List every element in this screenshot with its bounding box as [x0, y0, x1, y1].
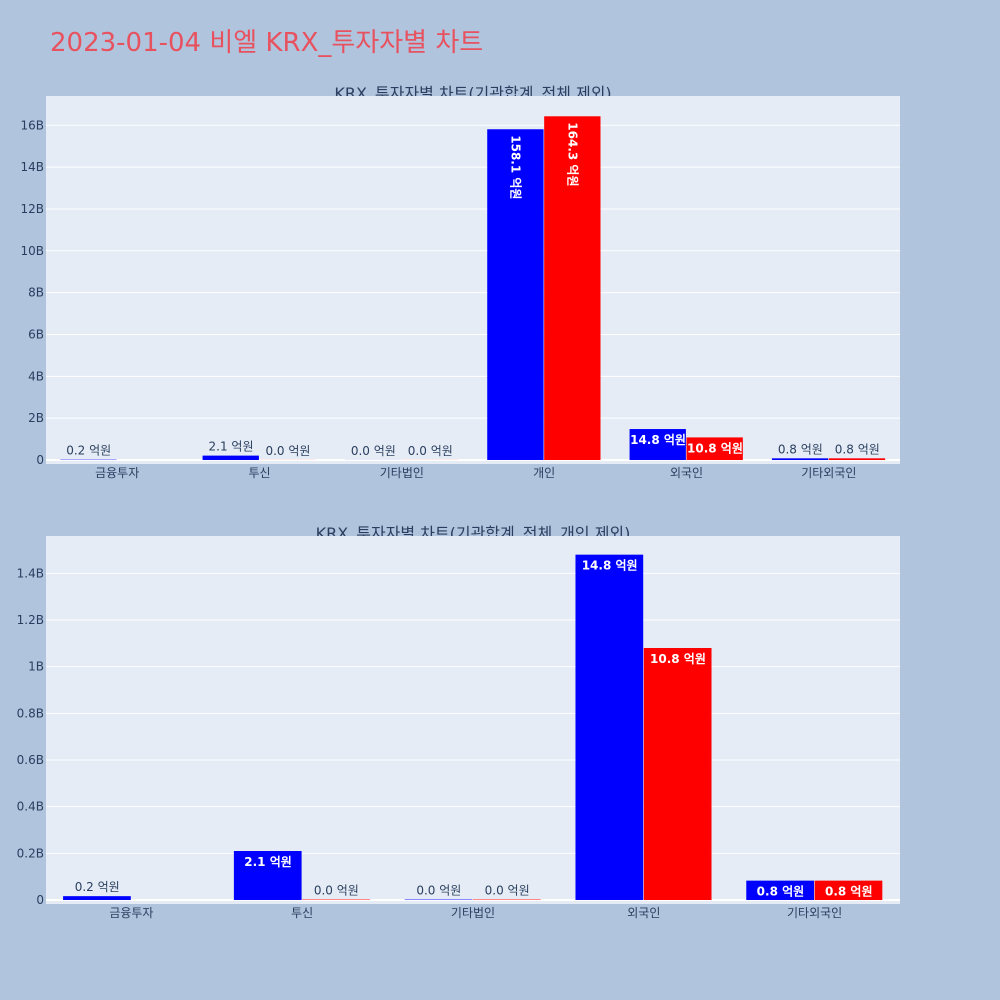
y-tick-label: 14B — [20, 160, 44, 174]
bar — [487, 129, 544, 460]
bar-value-label: 0.2 억원 — [66, 444, 111, 458]
x-tick-label: 기타법인 — [451, 906, 495, 920]
bar — [233, 851, 302, 900]
bar-value-label: 0.0 억원 — [351, 444, 396, 458]
x-tick-label: 개인 — [533, 466, 555, 480]
bar-value-label: 0.0 억원 — [416, 884, 461, 898]
bar-value-label: 10.8 억원 — [687, 441, 743, 455]
y-tick-label: 0 — [36, 893, 44, 907]
bar — [771, 458, 829, 460]
bar-value-label: 0.0 억원 — [485, 884, 530, 898]
x-tick-label: 금융투자 — [109, 906, 153, 920]
bar — [686, 437, 743, 460]
bar — [746, 880, 814, 900]
y-tick-label: 2B — [28, 411, 44, 425]
bar — [202, 455, 259, 460]
bar-value-label: 14.8 억원 — [582, 559, 638, 573]
plot-area — [46, 536, 900, 904]
bar-value-label: 0.0 억원 — [408, 444, 453, 458]
y-tick-label: 8B — [28, 286, 44, 300]
bar — [575, 554, 644, 900]
bar-value-label: 164.3 억원 — [566, 122, 580, 186]
bar-value-label: 14.8 억원 — [630, 433, 686, 447]
bar-value-label: 0.2 억원 — [75, 880, 120, 894]
y-tick-label: 0.6B — [17, 753, 44, 767]
y-tick-label: 16B — [20, 118, 44, 132]
bar — [63, 896, 131, 900]
x-tick-label: 외국인 — [627, 906, 660, 920]
bar — [814, 880, 883, 900]
bar — [629, 429, 686, 460]
y-tick-label: 1.4B — [17, 566, 44, 580]
bar-value-label: 0.8 억원 — [778, 442, 823, 456]
bar — [643, 648, 712, 900]
x-tick-label: 외국인 — [670, 466, 703, 480]
bar-value-label: 10.8 억원 — [650, 652, 706, 666]
bar-value-label: 0.8 억원 — [825, 885, 873, 899]
bar-value-label: 2.1 억원 — [244, 855, 292, 869]
y-tick-label: 1.2B — [17, 613, 44, 627]
y-tick-label: 0 — [36, 453, 44, 467]
page-title: 2023-01-04 비엘 KRX_투자자별 차트 — [50, 28, 484, 58]
bar-value-label: 0.0 억원 — [314, 884, 359, 898]
bar-value-label: 0.0 억원 — [265, 444, 310, 458]
bar-value-label: 2.1 억원 — [209, 440, 254, 454]
x-tick-label: 투신 — [248, 466, 270, 480]
x-tick-label: 기타외국인 — [787, 906, 842, 920]
plot-area — [46, 96, 900, 464]
bar-value-label: 158.1 억원 — [509, 135, 523, 199]
bar — [544, 116, 601, 460]
bar-value-label: 0.8 억원 — [835, 442, 880, 456]
x-tick-label: 금융투자 — [95, 466, 139, 480]
x-tick-label: 기타외국인 — [801, 466, 856, 480]
y-tick-label: 12B — [20, 202, 44, 216]
y-tick-label: 0.4B — [17, 800, 44, 814]
y-tick-label: 0.2B — [17, 846, 44, 860]
y-tick-label: 6B — [28, 327, 44, 341]
x-tick-label: 기타법인 — [380, 466, 424, 480]
y-tick-label: 4B — [28, 369, 44, 383]
y-tick-label: 10B — [20, 244, 44, 258]
x-tick-label: 투신 — [291, 906, 313, 920]
y-tick-label: 0.8B — [17, 706, 44, 720]
bar — [828, 458, 886, 460]
y-tick-label: 1B — [28, 660, 44, 674]
bar-value-label: 0.8 억원 — [757, 885, 805, 899]
